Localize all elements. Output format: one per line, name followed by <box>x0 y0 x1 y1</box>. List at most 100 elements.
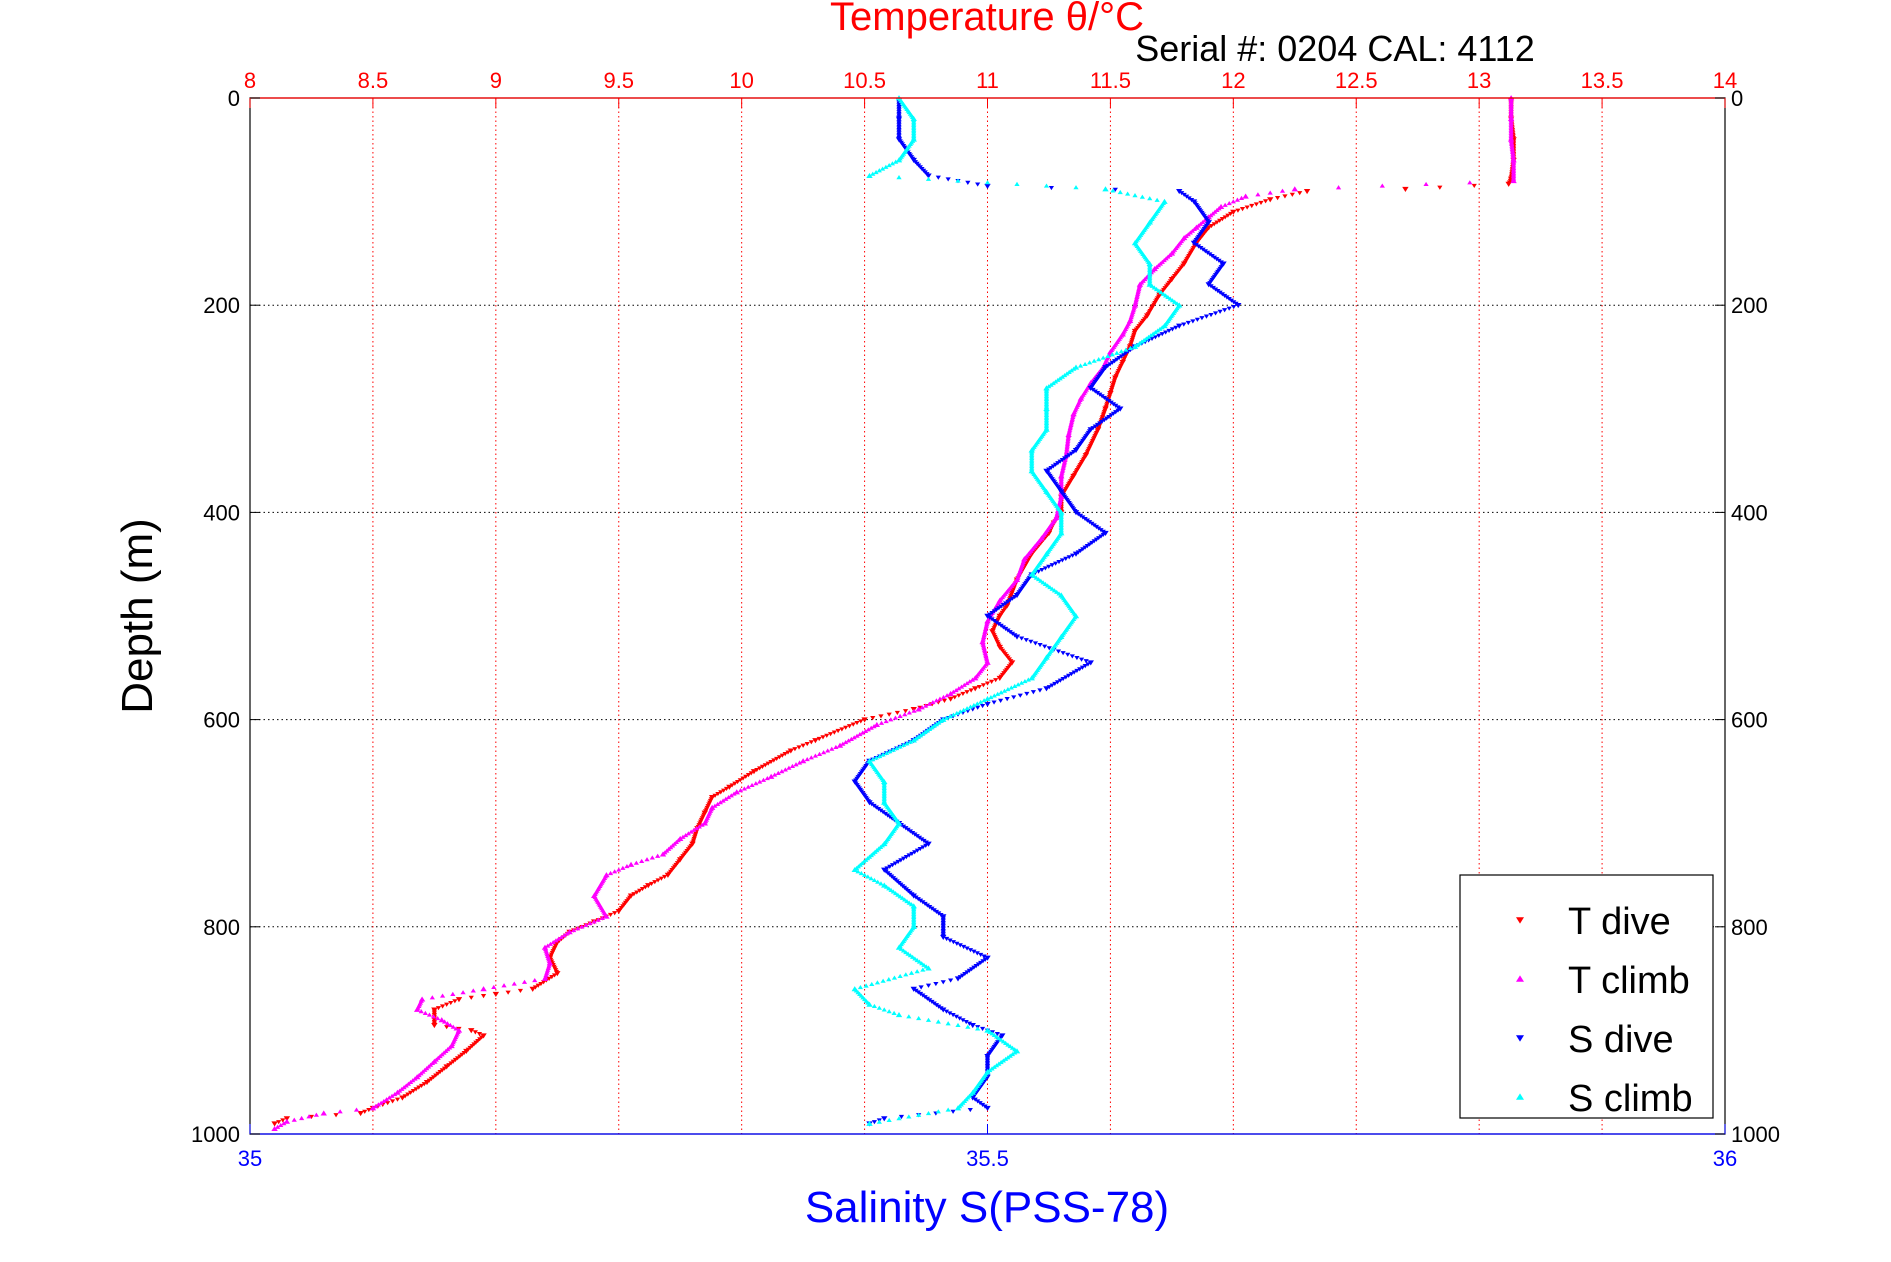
data-point-interp <box>1042 566 1048 571</box>
data-point-interp <box>278 1122 284 1128</box>
data-point-interp <box>1230 199 1236 204</box>
data-point <box>910 737 917 743</box>
data-point-interp <box>808 740 814 745</box>
data-point-interp <box>685 831 692 836</box>
data-point-interp <box>772 772 778 777</box>
data-point-interp <box>1007 1053 1013 1058</box>
data-point-interp <box>1159 332 1165 337</box>
data-point-interp <box>1255 192 1261 197</box>
data-point-interp <box>874 980 881 985</box>
data-point-interp <box>1154 197 1160 202</box>
data-point <box>910 986 917 992</box>
data-point-interp <box>860 730 866 735</box>
data-point-interp <box>898 1114 905 1120</box>
data-point-interp <box>857 985 864 990</box>
data-point-interp <box>916 959 923 964</box>
data-point-interp <box>1212 311 1219 316</box>
data-point-interp <box>1012 1050 1018 1055</box>
data-point-interp <box>870 716 876 721</box>
data-point <box>1043 686 1050 692</box>
data-point <box>787 748 795 754</box>
data-point-interp <box>644 857 650 862</box>
data-point-interp <box>825 748 831 753</box>
legend-label: S climb <box>1568 1078 1693 1120</box>
data-point-interp <box>637 888 643 893</box>
data-point-interp <box>633 860 639 865</box>
data-point-interp <box>793 762 799 767</box>
data-point-interp <box>1262 199 1269 204</box>
data-point-interp <box>831 730 837 735</box>
data-point-interp <box>957 943 963 948</box>
data-point-interp <box>950 940 957 945</box>
temperature-tick-label: 14 <box>1713 68 1737 93</box>
data-point-interp <box>1054 680 1061 685</box>
data-point-interp <box>545 943 551 948</box>
data-point-interp <box>935 1109 941 1114</box>
data-point-interp <box>1471 183 1477 189</box>
data-point-interp <box>403 1083 409 1088</box>
data-point <box>1505 181 1512 187</box>
data-point-interp <box>430 1014 437 1019</box>
data-point <box>1117 406 1124 412</box>
depth-tick-label-right: 400 <box>1731 500 1768 525</box>
data-point-interp <box>827 732 834 737</box>
data-point <box>357 1111 364 1117</box>
data-point-interp <box>771 758 777 763</box>
data-point-interp <box>1225 213 1231 218</box>
data-point-interp <box>961 682 967 687</box>
data-point <box>431 1022 438 1029</box>
data-point-interp <box>405 1092 411 1097</box>
data-point-interp <box>712 803 718 808</box>
data-point <box>1230 209 1237 215</box>
data-point-interp <box>1035 569 1042 574</box>
data-point-interp <box>740 776 746 781</box>
temperature-tick-label: 11 <box>976 68 999 93</box>
data-point-interp <box>757 766 763 771</box>
data-point <box>984 183 991 189</box>
data-point-interp <box>887 749 893 754</box>
data-point-interp <box>786 765 792 770</box>
data-point-interp <box>889 863 896 868</box>
data-point-interp <box>511 981 517 986</box>
data-point-interp <box>444 1002 450 1007</box>
data-point-interp <box>969 677 976 682</box>
data-point-interp <box>731 791 737 796</box>
data-point <box>546 960 554 966</box>
data-point <box>947 690 954 696</box>
data-point-interp <box>883 164 889 169</box>
data-point <box>1176 323 1183 329</box>
data-point-interp <box>894 710 900 716</box>
data-point-interp <box>887 864 893 869</box>
data-point-interp <box>634 890 640 895</box>
data-point-interp <box>745 784 751 789</box>
data-point <box>969 1022 976 1029</box>
depth-tick-label-right: 800 <box>1731 915 1768 940</box>
data-point-interp <box>995 691 1001 696</box>
data-point-interp <box>900 948 907 953</box>
data-point-interp <box>892 861 898 866</box>
data-point-interp <box>964 946 970 951</box>
data-point <box>996 675 1003 682</box>
data-point-interp <box>405 1081 412 1086</box>
data-point-interp <box>991 700 997 705</box>
data-point-interp <box>728 793 734 798</box>
data-point-interp <box>1423 181 1429 187</box>
data-point-interp <box>452 999 458 1004</box>
data-point-interp <box>450 1024 456 1029</box>
data-point-interp <box>658 876 664 881</box>
depth-tick-label-left: 600 <box>203 708 240 733</box>
data-point-interp <box>1004 697 1010 702</box>
data-point-interp <box>871 724 877 729</box>
data-point-interp <box>1152 335 1159 340</box>
data-point-interp <box>1083 659 1089 664</box>
data-point-interp <box>883 718 889 724</box>
data-point-interp <box>1025 677 1031 682</box>
data-point <box>940 1007 947 1013</box>
data-point-interp <box>422 1010 428 1015</box>
data-point-interp <box>931 723 937 728</box>
data-point-interp <box>1017 693 1023 698</box>
data-point-interp <box>900 742 907 747</box>
data-point <box>1102 530 1109 536</box>
data-point-interp <box>718 790 724 795</box>
depth-tick-label-left: 0 <box>228 86 240 111</box>
